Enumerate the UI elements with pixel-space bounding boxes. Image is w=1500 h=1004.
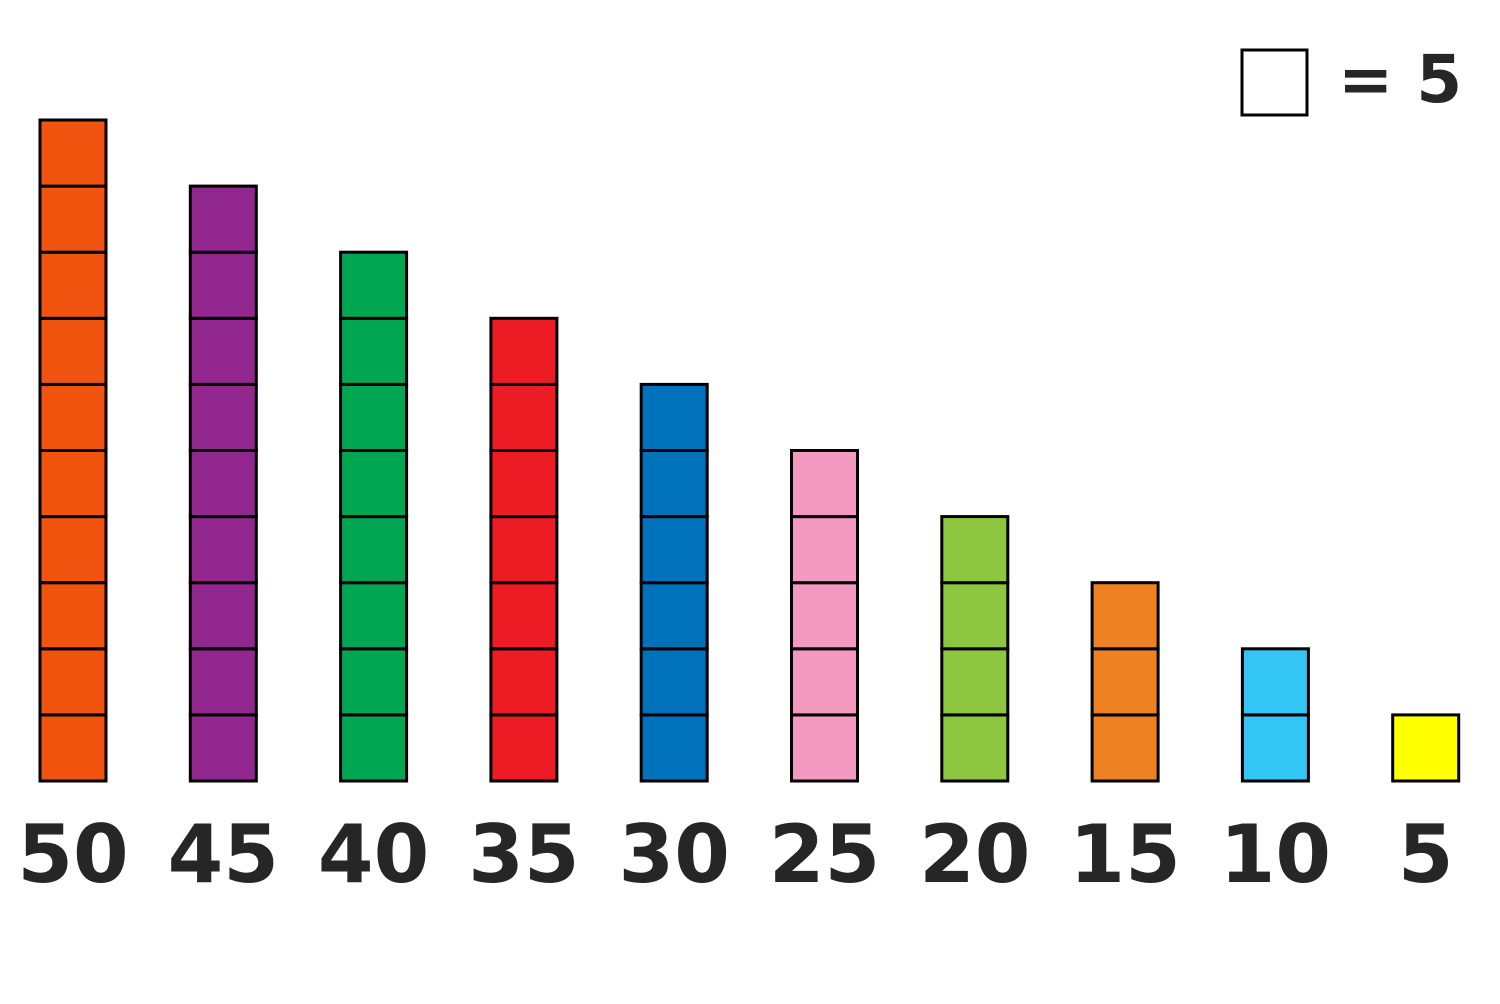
cube [940,647,1010,717]
cube [489,449,559,519]
cube [489,647,559,717]
value-label: 30 [619,808,730,901]
cube [188,449,258,519]
value-label: 45 [168,808,279,901]
value-label: 40 [318,808,429,901]
bar [1090,581,1160,783]
key-box [1240,48,1309,117]
cube [790,713,859,783]
value-label: 25 [769,808,880,901]
cube [38,581,108,651]
value-label: 10 [1220,808,1331,901]
cube [940,713,1010,783]
cube [188,250,258,320]
cube [38,713,108,783]
cube [188,382,258,452]
cube [1240,647,1310,717]
cube [1240,713,1310,783]
key-label: = 5 [1338,41,1462,118]
bar [940,515,1010,783]
cube [38,382,108,452]
cube [339,647,409,717]
cube [940,515,1010,585]
bar [489,316,559,783]
value-label: 20 [919,808,1030,901]
bar [790,449,859,783]
bar [188,184,258,783]
cube [188,184,258,254]
value-label: 35 [468,808,579,901]
cube [339,250,409,320]
cube [489,515,559,585]
cube [489,382,559,452]
cube [489,713,559,783]
cube [940,581,1010,651]
cube [639,713,709,783]
cube [489,581,559,651]
value-label: 5 [1398,808,1454,901]
cube [639,647,709,717]
cube [188,515,258,585]
value-label: 15 [1069,808,1180,901]
value-label: 50 [17,808,128,901]
cube [339,449,409,519]
cube [639,515,709,585]
bar [1391,713,1461,783]
cube [339,515,409,585]
cube [339,713,409,783]
cube [188,647,258,717]
cube [790,581,859,651]
bar [639,382,709,783]
cube [339,581,409,651]
cube [38,316,108,386]
cube [1090,581,1160,651]
cube [38,647,108,717]
cube [1090,647,1160,717]
cube [1090,713,1160,783]
cube [38,118,108,188]
cube [489,316,559,386]
bar [339,250,409,783]
cube [339,316,409,386]
cube [790,647,859,717]
cube [38,515,108,585]
cube [639,382,709,452]
cube [38,449,108,519]
bar [38,118,108,783]
cube [1391,713,1461,783]
cube [790,515,859,585]
cube [188,713,258,783]
cube [188,581,258,651]
cube [38,250,108,320]
cube [38,184,108,254]
cube [339,382,409,452]
cube [790,449,859,519]
cube [188,316,258,386]
cube [639,449,709,519]
bar [1240,647,1310,783]
cube [639,581,709,651]
